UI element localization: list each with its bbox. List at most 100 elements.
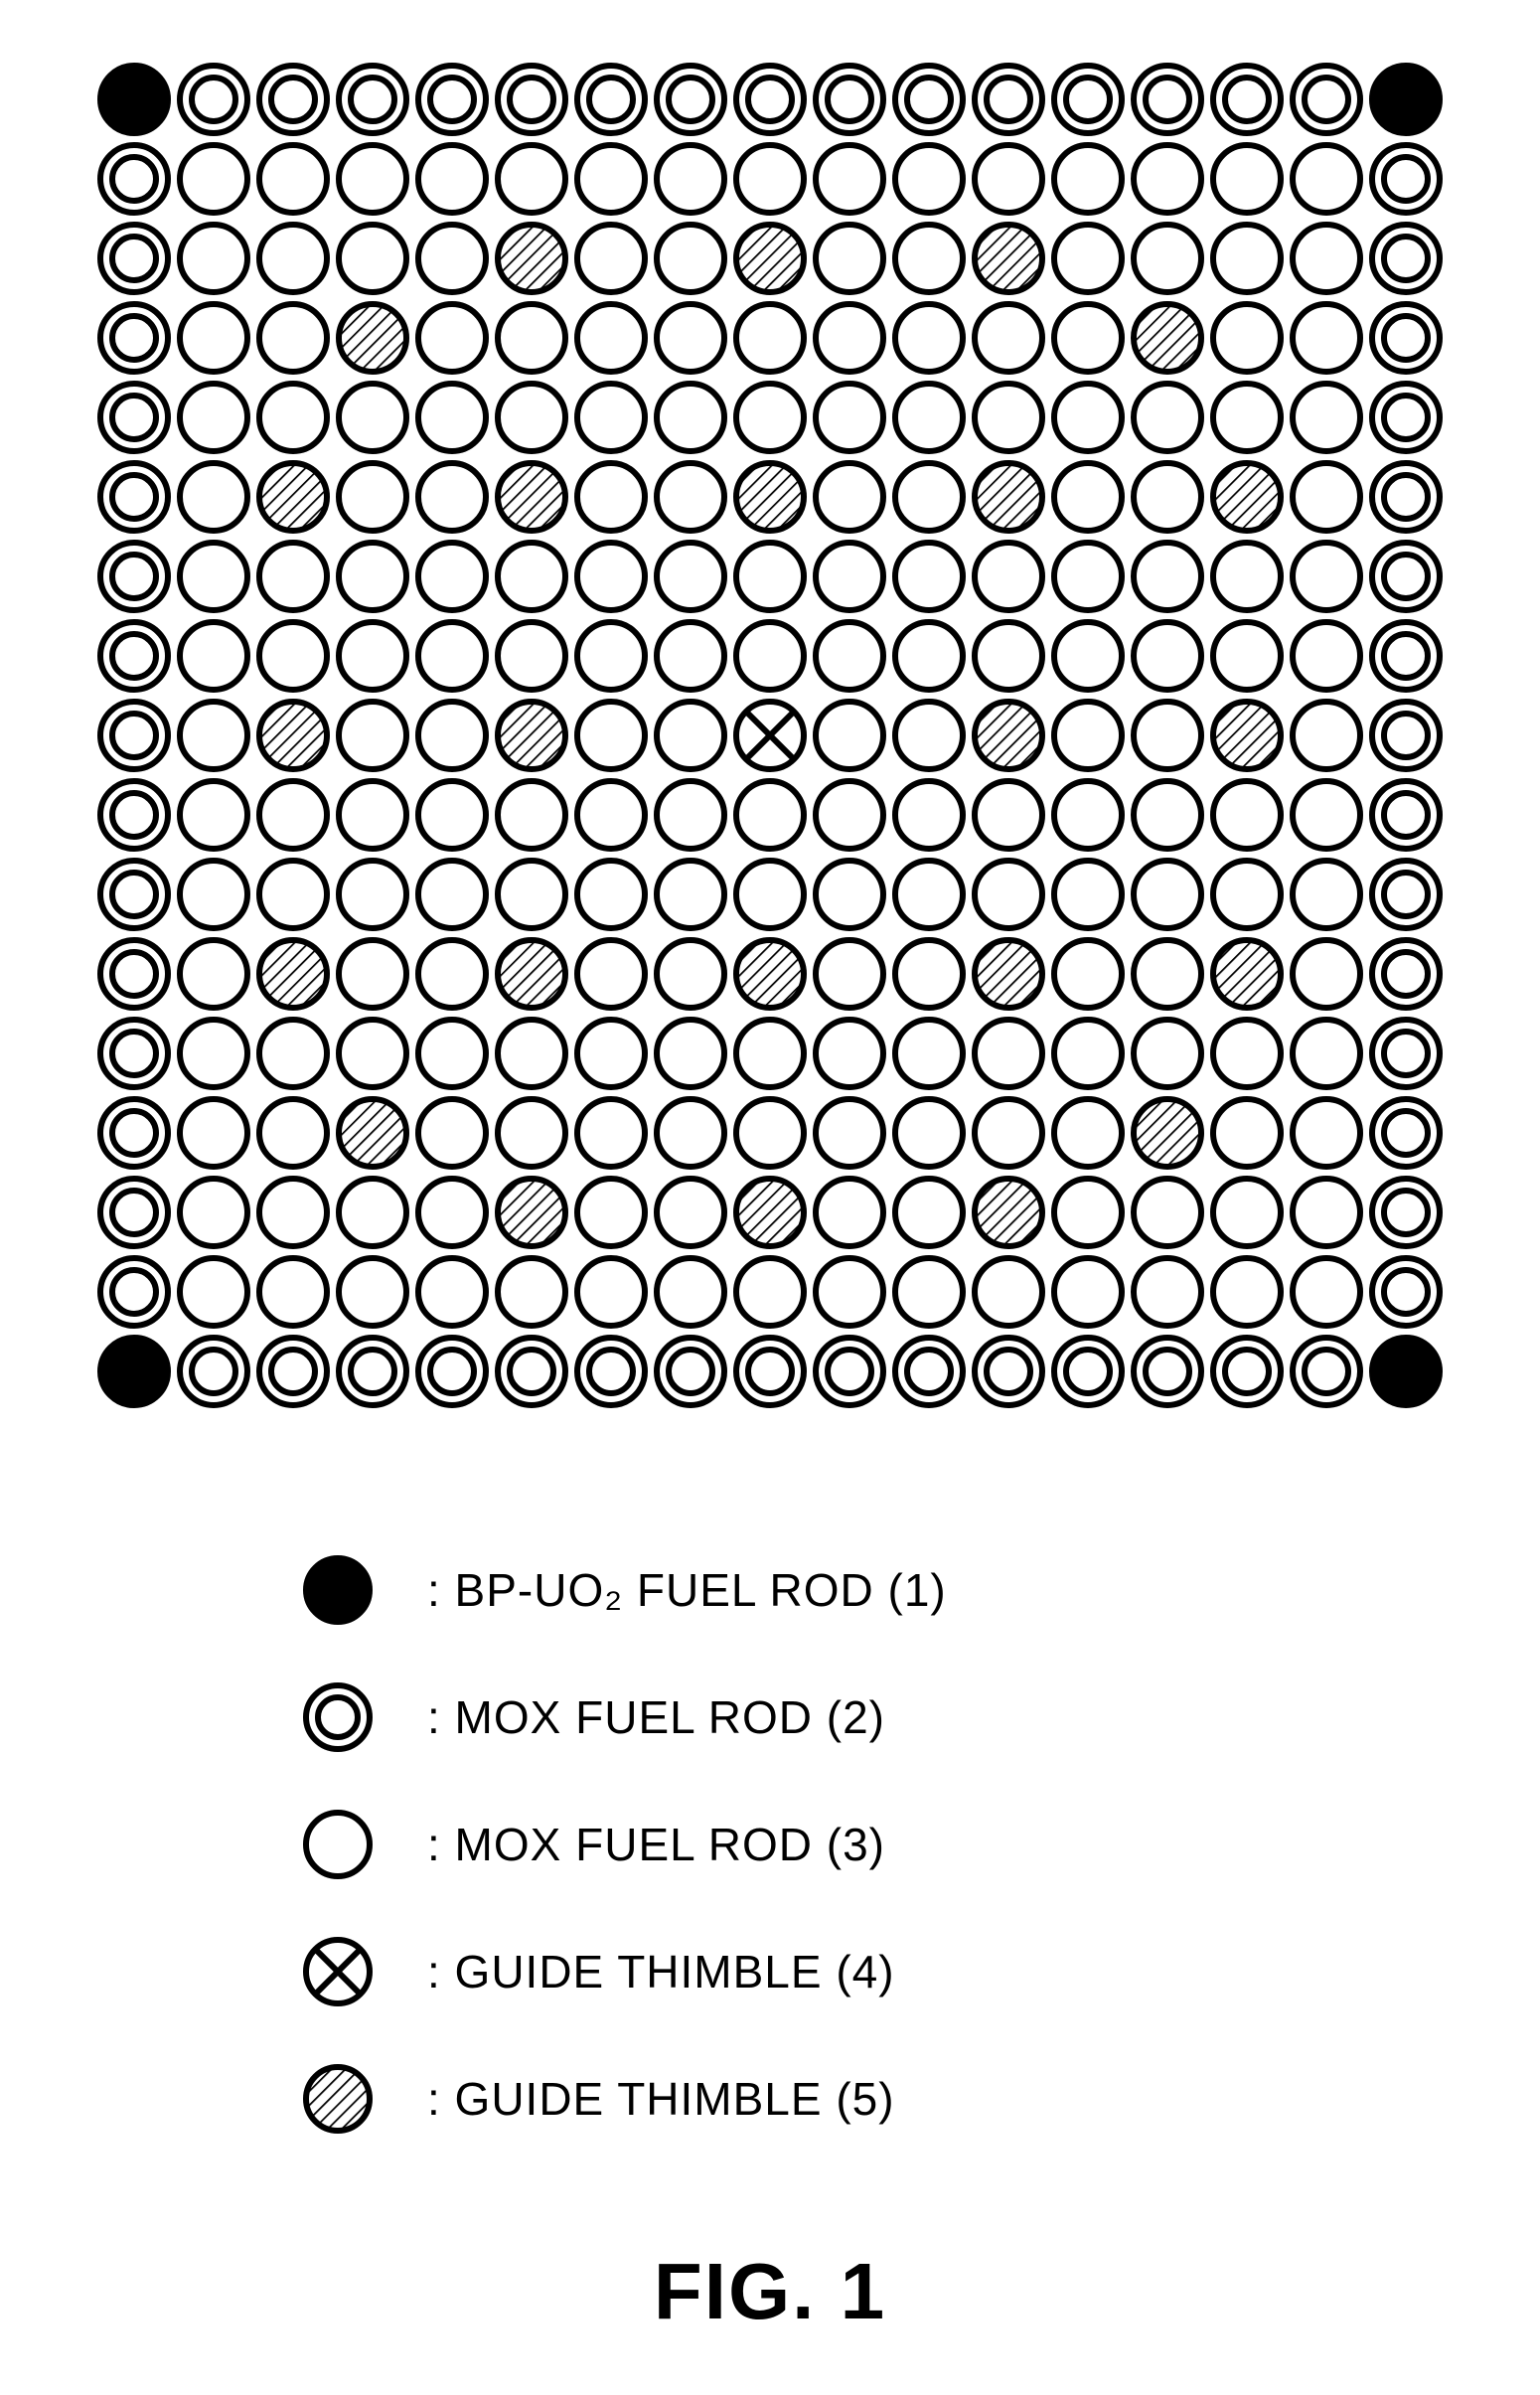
grid-cell: [736, 1258, 804, 1326]
grid-cell: [418, 145, 486, 213]
grid-cell: [1134, 1179, 1201, 1246]
grid-cell: [1293, 304, 1360, 372]
grid-cell: [418, 781, 486, 849]
grid-cell: [1293, 66, 1360, 133]
grid-cell: [1293, 225, 1360, 292]
grid-cell: [259, 781, 327, 849]
grid-cell: [657, 225, 724, 292]
grid-cell: [100, 861, 168, 928]
grid-cell: [1054, 66, 1122, 133]
grid-cell: [1213, 781, 1281, 849]
grid-cell: [100, 702, 168, 769]
grid-cell: [1134, 940, 1201, 1008]
grid-cell: [736, 781, 804, 849]
legend-label: : BP-UO₂ FUEL ROD (1): [427, 1563, 947, 1617]
grid-cell: [975, 702, 1042, 769]
grid-cell: [180, 463, 247, 531]
grid-cell: [339, 1179, 406, 1246]
grid-cell: [498, 66, 565, 133]
grid-cell: [259, 225, 327, 292]
grid-cell: [1054, 384, 1122, 451]
grid-cell: [657, 463, 724, 531]
grid-cell: [259, 861, 327, 928]
grid-cell: [577, 1338, 645, 1405]
grid-cell: [975, 145, 1042, 213]
grid-cell: [1372, 861, 1440, 928]
grid-cell: [657, 940, 724, 1008]
grid-cell: [895, 384, 963, 451]
grid-cell: [657, 1179, 724, 1246]
grid-cell: [498, 145, 565, 213]
grid-cell: [100, 384, 168, 451]
grid-cell: [100, 1099, 168, 1167]
grid-cell: [816, 1099, 883, 1167]
grid-cell: [1134, 145, 1201, 213]
grid-cell: [1372, 781, 1440, 849]
grid-cell: [1372, 1338, 1440, 1405]
grid-cell: [100, 145, 168, 213]
grid-cell: [657, 543, 724, 610]
grid-cell: [816, 384, 883, 451]
grid-cell: [339, 1099, 406, 1167]
grid-cell: [975, 543, 1042, 610]
grid-cell: [895, 463, 963, 531]
grid-cell: [180, 1179, 247, 1246]
grid-cell: [498, 781, 565, 849]
grid-cell: [816, 543, 883, 610]
grid-cell: [1054, 225, 1122, 292]
grid-cell: [975, 1179, 1042, 1246]
grid-cell: [1293, 702, 1360, 769]
grid-cell: [418, 543, 486, 610]
grid-cell: [498, 1179, 565, 1246]
grid-cell: [100, 781, 168, 849]
grid-cell: [259, 1099, 327, 1167]
grid-cell: [418, 1179, 486, 1246]
grid-cell: [1372, 543, 1440, 610]
grid-cell: [339, 66, 406, 133]
grid-cell: [1372, 145, 1440, 213]
grid-cell: [1134, 1338, 1201, 1405]
grid-cell: [418, 66, 486, 133]
grid-cell: [1372, 1179, 1440, 1246]
legend-icon: [298, 1805, 378, 1884]
grid-cell: [1293, 622, 1360, 690]
grid-cell: [259, 940, 327, 1008]
grid-cell: [736, 861, 804, 928]
grid-cell: [1054, 940, 1122, 1008]
grid-cell: [1293, 940, 1360, 1008]
grid-cell: [339, 1020, 406, 1087]
grid-cell: [180, 622, 247, 690]
grid-cell: [577, 384, 645, 451]
grid-cell: [1213, 940, 1281, 1008]
grid-cell: [1372, 304, 1440, 372]
grid-cell: [1054, 1258, 1122, 1326]
grid-cell: [1054, 145, 1122, 213]
grid-cell: [1054, 622, 1122, 690]
grid-cell: [975, 940, 1042, 1008]
grid-cell: [736, 1020, 804, 1087]
grid-cell: [1293, 463, 1360, 531]
grid-cell: [1213, 66, 1281, 133]
grid-cell: [895, 1179, 963, 1246]
grid-cell: [100, 304, 168, 372]
grid-cell: [1372, 940, 1440, 1008]
grid-cell: [1054, 1099, 1122, 1167]
grid-cell: [1293, 1258, 1360, 1326]
grid-cell: [657, 1338, 724, 1405]
grid-cell: [259, 1179, 327, 1246]
grid-cell: [1213, 1338, 1281, 1405]
grid-cell: [816, 702, 883, 769]
grid-cell: [339, 463, 406, 531]
grid-cell: [895, 781, 963, 849]
grid-cell: [975, 861, 1042, 928]
grid-cell: [816, 1020, 883, 1087]
grid-cell: [339, 622, 406, 690]
grid-cell: [339, 543, 406, 610]
grid-cell: [1134, 225, 1201, 292]
grid-cell: [180, 702, 247, 769]
grid-cell: [577, 1258, 645, 1326]
grid-cell: [100, 543, 168, 610]
grid-cell: [418, 1258, 486, 1326]
grid-cell: [1213, 1099, 1281, 1167]
grid-cell: [816, 1179, 883, 1246]
